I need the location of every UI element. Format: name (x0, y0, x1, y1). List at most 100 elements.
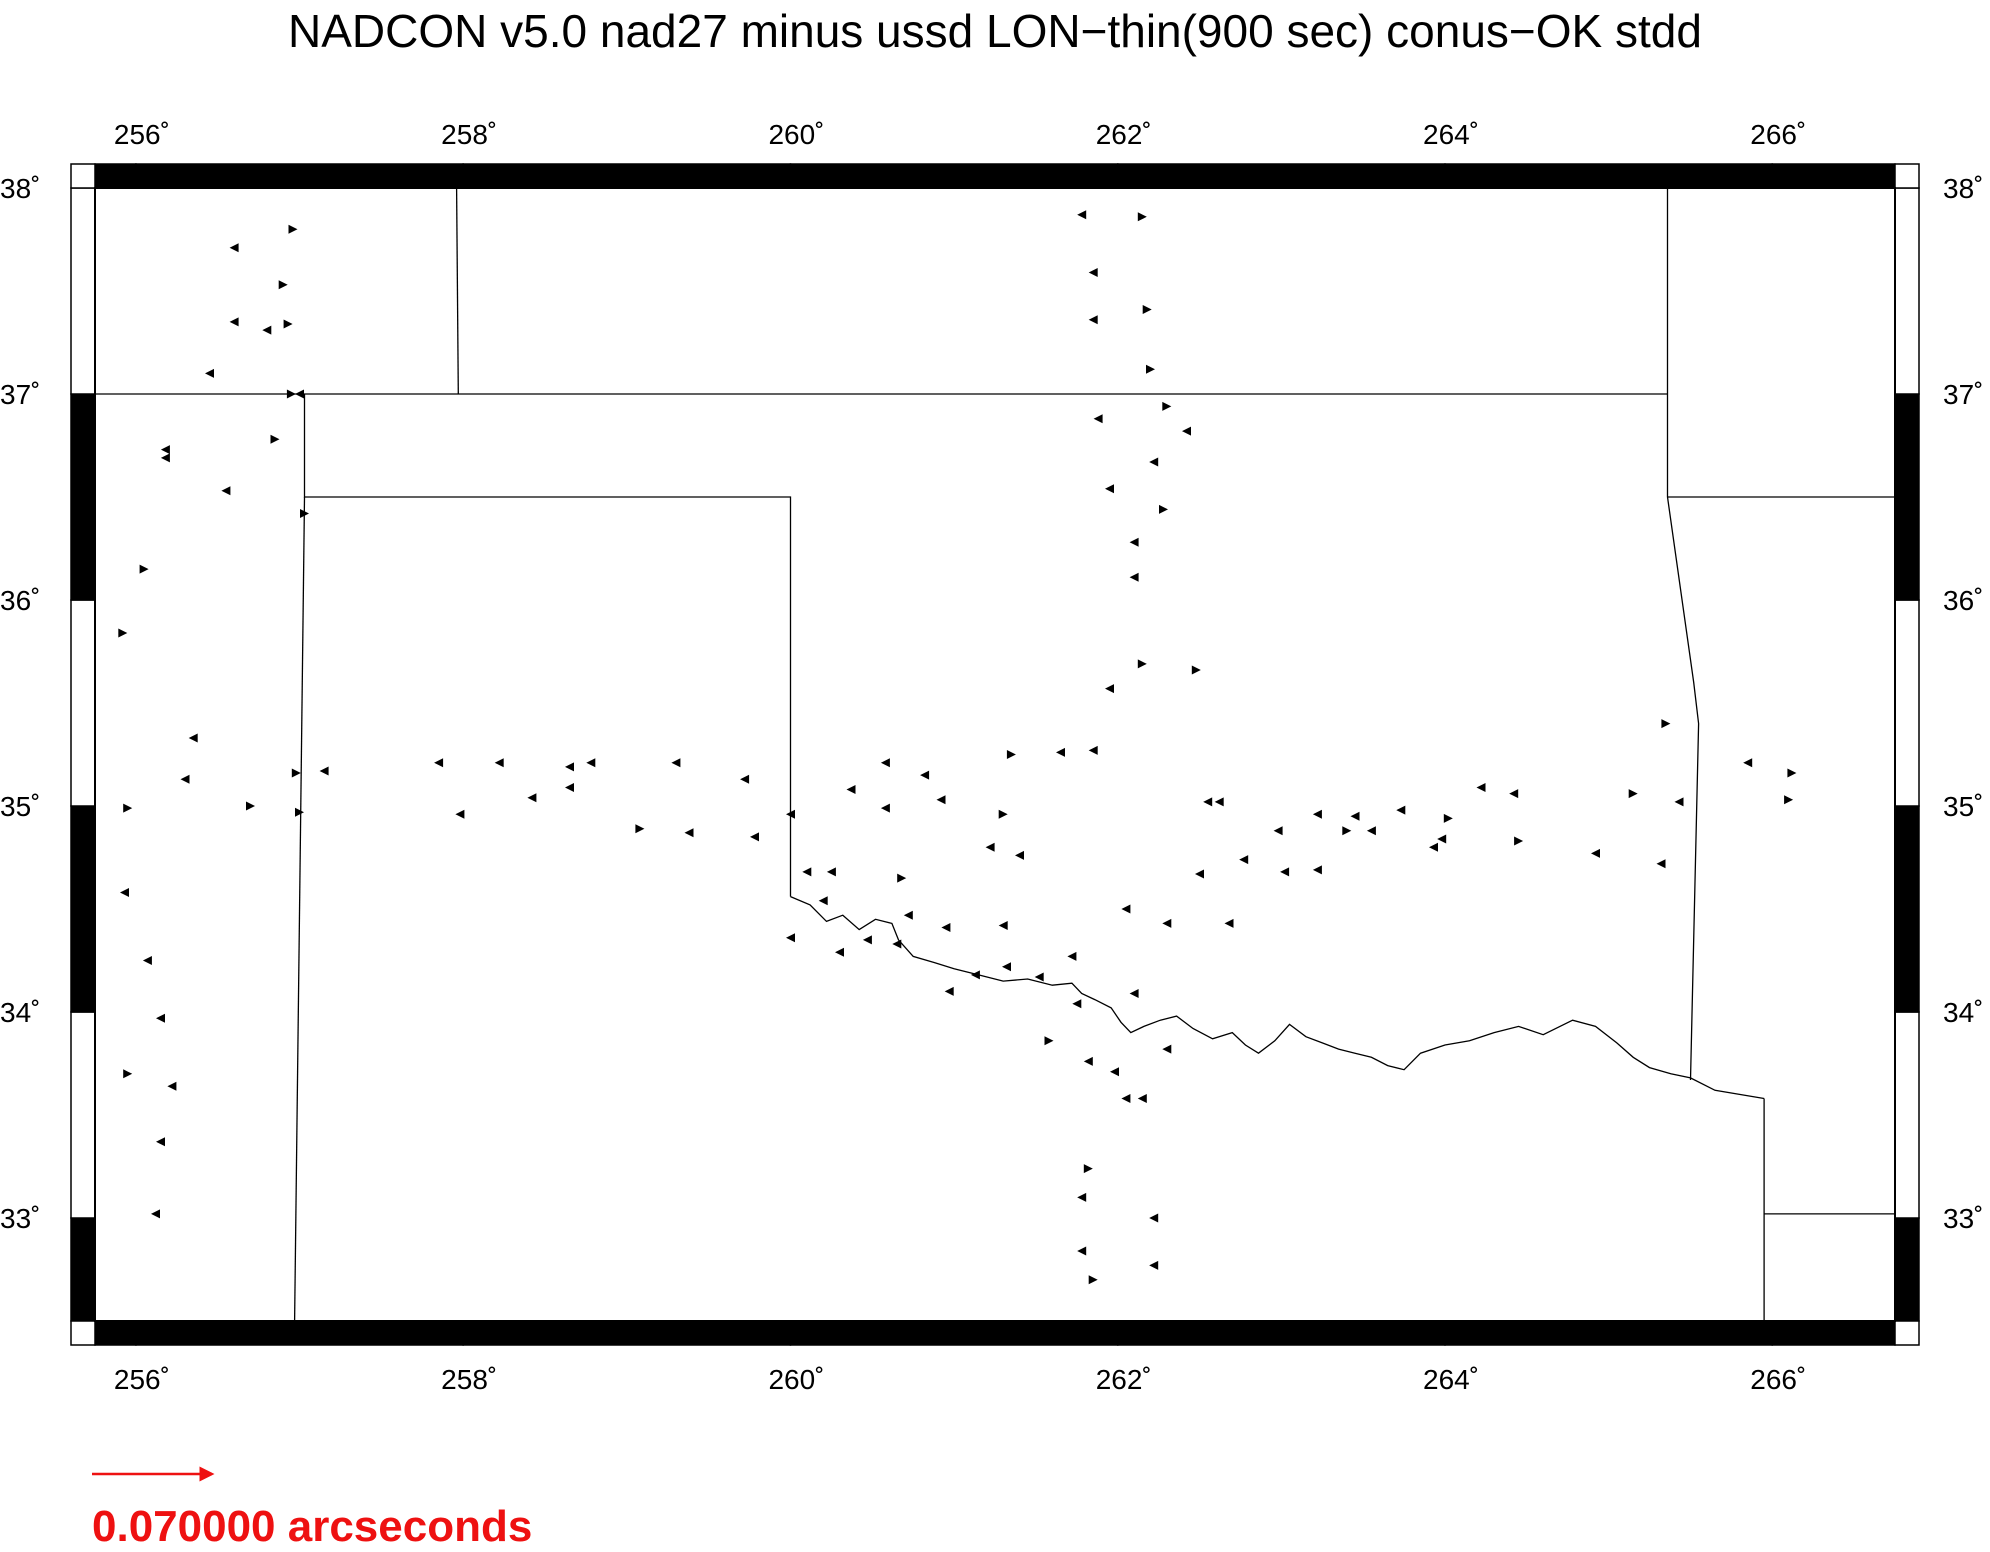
right-frame-segment (1894, 1011, 1920, 1219)
right-frame-segment (1894, 599, 1920, 807)
bottom-lon-tick-label: 258˚ (441, 1364, 497, 1395)
shift-vector-arrow (188, 733, 198, 743)
shift-vector-arrow (802, 867, 812, 877)
top-frame-segment (94, 163, 137, 189)
shift-vector-arrow (1661, 719, 1671, 729)
shift-vector-arrow (160, 445, 170, 455)
shift-vector-arrow (1191, 665, 1201, 675)
state-boundary-line (790, 896, 1765, 1100)
right-frame-segment (1894, 393, 1920, 601)
shift-vector-arrow (229, 317, 239, 327)
shift-vector-arrow (1067, 951, 1077, 961)
state-boundary-line (455, 187, 459, 395)
right-lat-tick-label: 38˚ (1943, 173, 1983, 204)
right-frame-segment (1894, 1217, 1920, 1322)
frame-corner (1894, 163, 1920, 189)
top-frame-segment (1444, 163, 1774, 189)
top-frame-segment (1771, 163, 1896, 189)
top-lon-tick-label: 256˚ (114, 119, 170, 150)
state-boundary-line (303, 394, 792, 897)
shift-vector-arrow (295, 389, 304, 399)
shift-vector-arrow (1077, 1192, 1087, 1202)
shift-vector-arrow (1628, 789, 1638, 799)
scale-label: 0.070000 arcseconds (92, 1502, 533, 1551)
shift-vector-arrow (1203, 797, 1213, 807)
bottom-frame-segment (94, 1320, 137, 1346)
bottom-lon-tick-label: 264˚ (1423, 1364, 1479, 1395)
shift-vector-arrow (434, 758, 444, 768)
shift-vector-arrow (1093, 414, 1103, 424)
shift-vector-arrow (229, 243, 239, 253)
shift-vector-arrow (283, 319, 293, 329)
shift-vector-arrow (1239, 855, 1249, 865)
shift-vector-arrow (1142, 305, 1152, 314)
left-lat-tick-label: 34˚ (0, 997, 40, 1028)
shift-vector-arrow (1162, 1044, 1172, 1054)
shift-vector-arrow (139, 564, 149, 574)
shift-vector-arrow (970, 970, 980, 980)
bottom-lon-tick-label: 260˚ (768, 1364, 824, 1395)
shift-vector-arrow (1437, 834, 1447, 844)
shift-vector-arrow (1162, 918, 1172, 928)
top-lon-tick-label: 264˚ (1423, 119, 1479, 150)
left-frame-segment (70, 393, 96, 601)
shift-vector-arrow (295, 807, 304, 817)
shift-vector-arrow (998, 809, 1008, 819)
top-frame-segment (462, 163, 792, 189)
shift-vector-arrow (1149, 1213, 1159, 1223)
shift-vector-arrow (635, 824, 645, 834)
shift-vector-arrow (1224, 918, 1234, 928)
shift-vector-arrow (1006, 750, 1016, 759)
shift-vector-arrow (1743, 758, 1753, 768)
shift-vector-arrow (985, 842, 995, 852)
shift-vector-arrow (892, 939, 902, 949)
shift-vector-arrow (156, 1013, 165, 1023)
shift-vector-arrow (1366, 826, 1376, 836)
shift-vector-arrow (740, 774, 750, 784)
shift-vector-arrow (205, 368, 214, 378)
left-frame-segment (70, 599, 96, 807)
shift-vector-arrow (278, 280, 288, 290)
bottom-frame-segment (1444, 1320, 1774, 1346)
shift-vector-arrow (941, 923, 951, 932)
shift-vector-arrow (1002, 962, 1011, 972)
top-lon-tick-label: 258˚ (441, 119, 497, 150)
shift-vector-arrow (1509, 789, 1519, 799)
bottom-frame-segment (1771, 1320, 1896, 1346)
shift-vector-arrow (671, 758, 681, 768)
shift-vector-arrow (167, 1081, 177, 1091)
shift-vector-arrow (270, 434, 280, 444)
shift-vector-arrow (565, 783, 574, 792)
shift-vector-arrow (1514, 836, 1524, 846)
shift-vector-arrow (180, 774, 190, 784)
right-lat-tick-label: 33˚ (1943, 1203, 1983, 1234)
shift-vector-arrow (527, 793, 537, 803)
shift-vector-arrow (1088, 745, 1098, 755)
shift-vector-arrow (897, 873, 907, 883)
shift-vector-arrow (494, 758, 504, 768)
shift-vector-arrow (1105, 684, 1114, 694)
shift-vector-arrow (1214, 797, 1224, 807)
shift-vector-arrow (1077, 210, 1087, 220)
shift-vector-arrow (1149, 457, 1159, 467)
frame-corner (1894, 1320, 1920, 1346)
right-lat-tick-label: 37˚ (1943, 379, 1983, 410)
shift-vector-arrow (1273, 826, 1283, 836)
shift-vector-arrow (1121, 1094, 1131, 1103)
shift-vector-arrow (123, 1069, 133, 1079)
shift-vector-arrow (1083, 1056, 1093, 1066)
left-lat-tick-label: 33˚ (0, 1203, 40, 1234)
shift-vector-arrow (750, 832, 759, 842)
shift-vector-arrow (1429, 842, 1438, 852)
top-lon-tick-label: 266˚ (1750, 119, 1806, 150)
bottom-frame-segment (789, 1320, 1119, 1346)
shift-vector-arrow (835, 947, 844, 957)
shift-vector-arrow (1129, 989, 1139, 998)
right-lat-tick-label: 35˚ (1943, 791, 1983, 822)
bottom-lon-tick-label: 262˚ (1096, 1364, 1152, 1395)
shift-vector-arrow (1015, 850, 1024, 860)
shift-vector-arrow (1159, 504, 1168, 514)
shift-vector-arrow (1195, 869, 1204, 879)
shift-vector-arrow (1044, 1036, 1054, 1046)
